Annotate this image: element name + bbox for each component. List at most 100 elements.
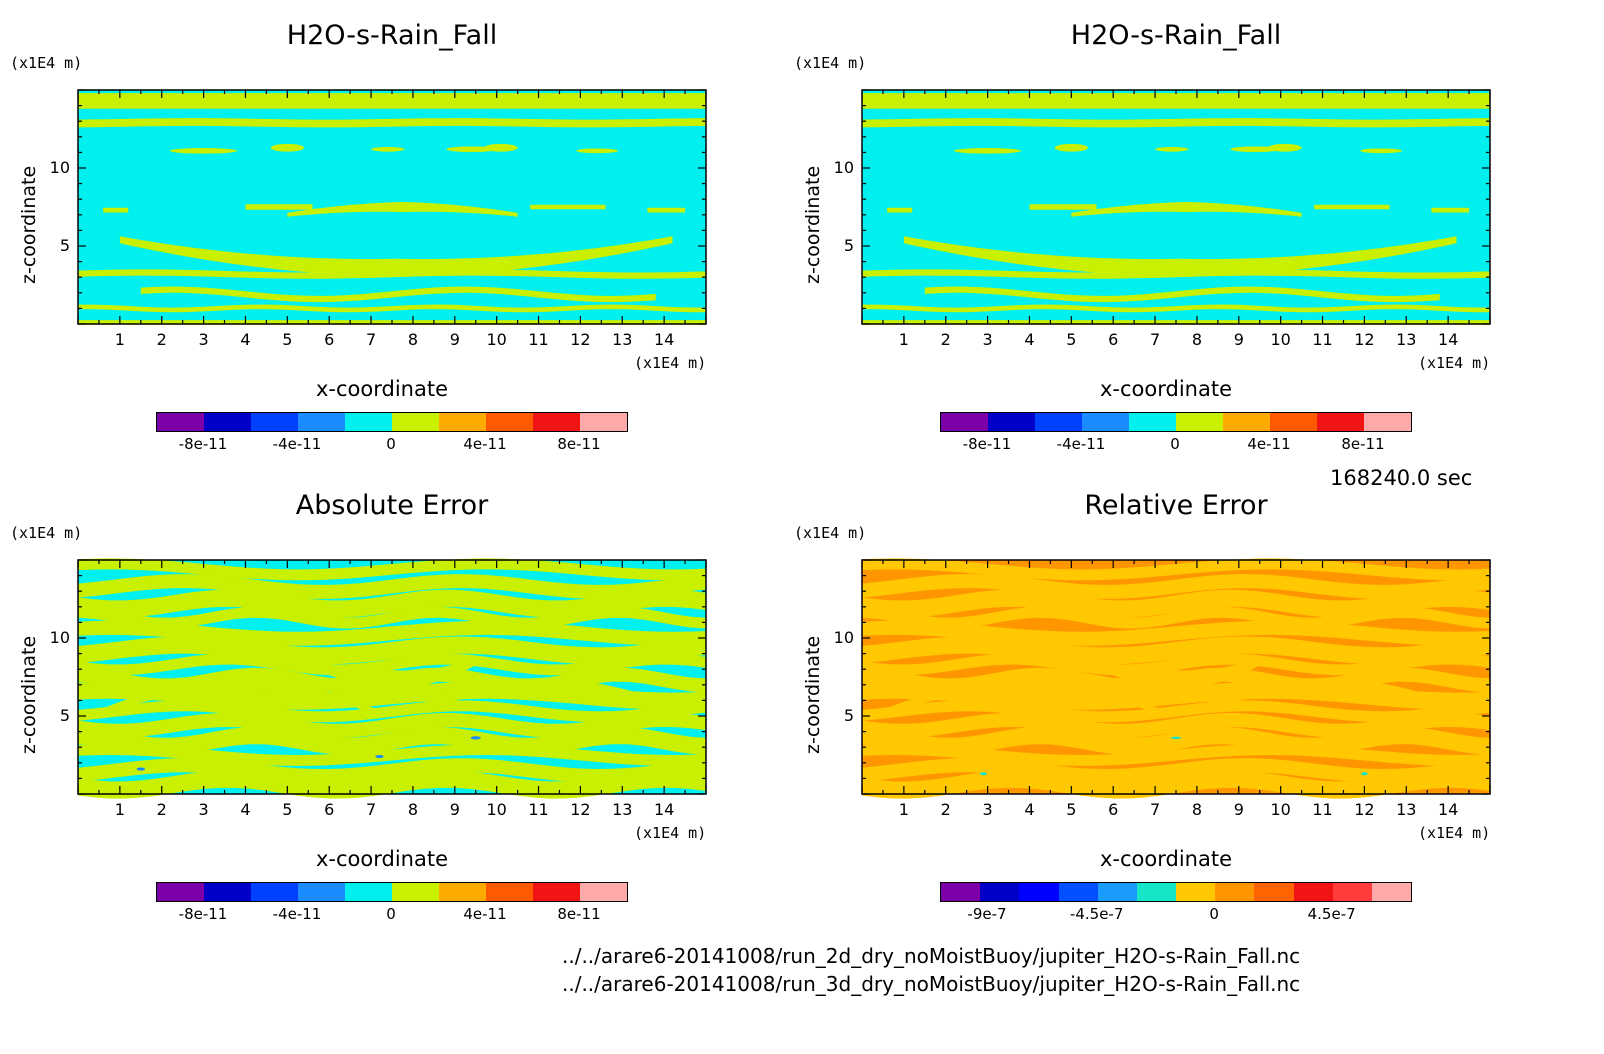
x-axis-label: x-coordinate xyxy=(316,377,449,401)
x-tick-label: 7 xyxy=(1149,330,1161,349)
x-axis-label: x-coordinate xyxy=(1100,377,1233,401)
colorbar-label: 8e-11 xyxy=(557,905,601,923)
field-band-10 xyxy=(862,713,1490,738)
contour-plot xyxy=(77,558,707,799)
x-tick-label: 2 xyxy=(156,330,167,349)
field-band-13 xyxy=(78,758,706,784)
field-band-mid7 xyxy=(103,207,129,213)
x-tick-label: 10 xyxy=(486,330,507,349)
field-band-3 xyxy=(862,606,1490,629)
colorbar-label: 4.5e-7 xyxy=(1307,905,1356,923)
x-tick-label: 1 xyxy=(114,330,125,349)
field-blob-5 xyxy=(1360,148,1403,154)
field-band-upper xyxy=(862,118,1490,128)
colorbar-swatch xyxy=(439,413,486,431)
colorbar-swatch xyxy=(157,883,204,901)
z-unit-label: (x1E4 m) xyxy=(10,54,83,72)
field-band-5 xyxy=(78,636,706,665)
x-tick-label: 13 xyxy=(612,800,633,819)
colorbar-label: 0 xyxy=(1209,905,1219,923)
field-band-top xyxy=(862,93,1490,109)
x-tick-label: 10 xyxy=(1270,330,1291,349)
x-tick-label: 11 xyxy=(1312,800,1333,819)
field-band-10 xyxy=(78,713,706,738)
field-band-v1 xyxy=(882,677,1164,716)
colorbar-label: -4e-11 xyxy=(1056,435,1106,453)
field-band-9 xyxy=(862,700,1490,723)
field-spot-1 xyxy=(1170,736,1182,740)
field-blob-4 xyxy=(1268,143,1302,152)
field-spot-1 xyxy=(375,755,384,759)
x-tick-label: 6 xyxy=(324,800,335,819)
colorbar-label: -8e-11 xyxy=(178,435,228,453)
colorbar-label: -9e-7 xyxy=(967,905,1007,923)
x-tick-label: 13 xyxy=(1396,330,1417,349)
colorbar-swatch xyxy=(1097,883,1137,901)
field-blob-1 xyxy=(270,143,305,152)
file-path-3d: ../../arare6-20141008/run_3d_dry_noMoist… xyxy=(562,972,1301,996)
field-blob-5 xyxy=(576,148,619,154)
field-band-center xyxy=(308,657,476,691)
x-tick-label: 6 xyxy=(1108,330,1119,349)
field-band-smile xyxy=(903,236,1457,277)
colorbar-swatch xyxy=(1293,883,1333,901)
x-tick-label: 11 xyxy=(528,800,549,819)
field-band-mid7b xyxy=(245,204,313,210)
z-unit-label: (x1E4 m) xyxy=(794,524,867,542)
colorbar-swatch xyxy=(392,413,439,431)
field-spot-0 xyxy=(980,772,987,776)
z-axis-label: z-coordinate xyxy=(802,635,824,754)
field-band-low1 xyxy=(862,304,1490,313)
colorbar-label: 0 xyxy=(1170,435,1180,453)
colorbar xyxy=(940,412,1412,432)
x-tick-label: 7 xyxy=(365,330,377,349)
colorbar-swatch xyxy=(486,883,533,901)
x-tick-label: 9 xyxy=(1233,330,1244,349)
field-band-low1 xyxy=(78,304,706,313)
panel-title: H2O-s-Rain_Fall xyxy=(1070,20,1282,51)
panel-title: H2O-s-Rain_Fall xyxy=(286,20,498,51)
field-band-arc-l xyxy=(647,207,686,213)
colorbar-label: 4e-11 xyxy=(463,905,507,923)
colorbar-swatch xyxy=(1019,883,1059,901)
colorbar-swatch xyxy=(345,883,392,901)
field-band-2 xyxy=(78,589,706,618)
colorbar-swatch xyxy=(533,883,580,901)
field-band-13 xyxy=(862,758,1490,784)
field-band-low3 xyxy=(78,269,706,279)
field-blob-0 xyxy=(170,148,238,154)
contour-plot xyxy=(861,558,1491,799)
x-unit-label: (x1E4 m) xyxy=(634,824,707,842)
colorbar-swatch xyxy=(1254,883,1294,901)
field-band-arc-r xyxy=(530,204,606,210)
z-axis-label: z-coordinate xyxy=(18,165,40,284)
time-label: 168240.0 sec xyxy=(1330,466,1473,490)
colorbar-label: 4e-11 xyxy=(463,435,507,453)
colorbar-swatch xyxy=(251,883,298,901)
field-band-center xyxy=(1092,657,1260,691)
field-band-2 xyxy=(862,589,1490,618)
z-unit-label: (x1E4 m) xyxy=(794,54,867,72)
field-band-arc-l xyxy=(1431,207,1470,213)
field-band-low2 xyxy=(924,286,1440,303)
x-axis-label: x-coordinate xyxy=(1100,847,1233,871)
field-band-arc-r xyxy=(1314,204,1390,210)
x-tick-label: 1 xyxy=(898,330,909,349)
x-tick-label: 14 xyxy=(653,800,675,819)
field-band-3 xyxy=(78,606,706,629)
x-tick-label: 4 xyxy=(240,800,251,819)
x-tick-label: 9 xyxy=(1233,800,1244,819)
x-tick-label: 7 xyxy=(365,800,377,819)
x-tick-label: 2 xyxy=(156,800,167,819)
colorbar-swatch xyxy=(1332,883,1372,901)
colorbar-swatch xyxy=(1317,413,1364,431)
x-unit-label: (x1E4 m) xyxy=(634,354,707,372)
panel-title: Relative Error xyxy=(1084,490,1268,521)
x-tick-label: 1 xyxy=(114,800,125,819)
z-tick-label: 5 xyxy=(59,236,70,255)
colorbar-swatch xyxy=(1215,883,1255,901)
colorbar-label: 0 xyxy=(386,905,396,923)
field-band-14 xyxy=(78,770,706,799)
x-tick-label: 6 xyxy=(1108,800,1119,819)
field-blob-3 xyxy=(1230,146,1281,153)
